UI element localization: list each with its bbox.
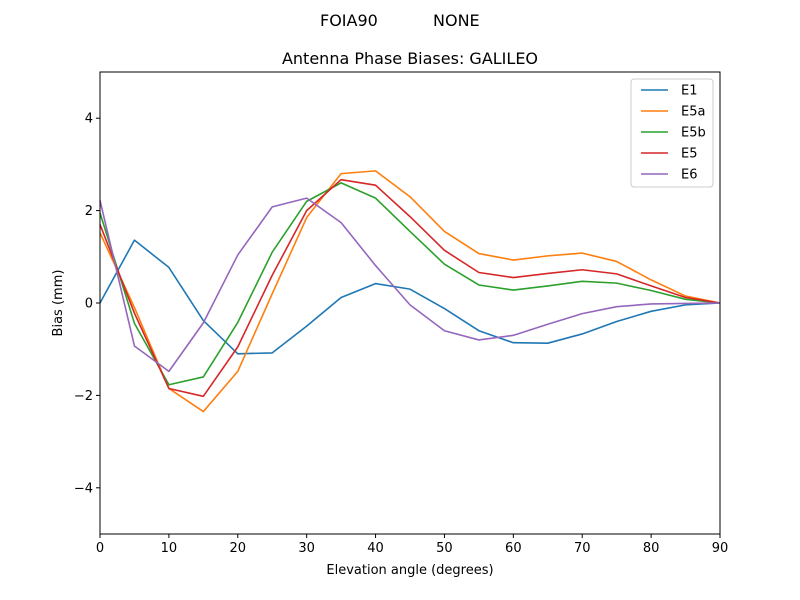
legend-label-e5: E5: [681, 147, 698, 162]
y-tick-label: 0: [85, 297, 93, 312]
x-tick-label: 30: [298, 541, 315, 556]
x-tick-label: 70: [574, 541, 591, 556]
legend-label-e6: E6: [681, 168, 698, 183]
x-tick-label: 90: [712, 541, 729, 556]
y-tick-label: 2: [85, 204, 93, 219]
x-tick-label: 40: [367, 541, 384, 556]
series-line-e5b: [99, 182, 721, 386]
legend-frame: [630, 78, 714, 188]
y-ticks: −4 −2 0 2 4: [74, 112, 100, 496]
y-axis-label: Bias (mm): [51, 270, 66, 337]
y-tick-label: −2: [74, 389, 93, 404]
y-tick-label: 4: [85, 112, 93, 127]
chart-title: Antenna Phase Biases: GALILEO: [282, 49, 538, 68]
x-tick-label: 10: [161, 541, 178, 556]
x-tick-label: 0: [96, 541, 104, 556]
series-line-e5: [99, 178, 721, 398]
axes-frame: [99, 71, 721, 535]
series-line-e6: [99, 197, 721, 373]
legend-label-e5b: E5b: [681, 126, 706, 141]
suptitle-left: FOIA90: [320, 11, 378, 30]
series-layer: [99, 170, 721, 413]
y-tick-label: −4: [74, 481, 93, 496]
x-tick-label: 20: [230, 541, 247, 556]
x-tick-label: 80: [643, 541, 660, 556]
x-axis-label: Elevation angle (degrees): [326, 563, 493, 578]
legend-label-e5a: E5a: [681, 105, 705, 120]
suptitle-right: NONE: [433, 11, 480, 30]
legend-items: E1 E5a E5b E5 E6: [641, 84, 706, 183]
series-line-e5a: [99, 170, 721, 413]
x-tick-label: 50: [436, 541, 453, 556]
x-ticks: 0 10 20 30 40 50 60 70 80 90: [96, 534, 728, 556]
legend-label-e1: E1: [681, 84, 698, 99]
plot-area: 0 10 20 30 40 50 60 70 80 90 −4 −2 0 2 4: [74, 71, 728, 556]
legend: E1 E5a E5b E5 E6: [630, 78, 714, 188]
series-line-e1: [99, 239, 721, 355]
x-tick-label: 60: [505, 541, 522, 556]
